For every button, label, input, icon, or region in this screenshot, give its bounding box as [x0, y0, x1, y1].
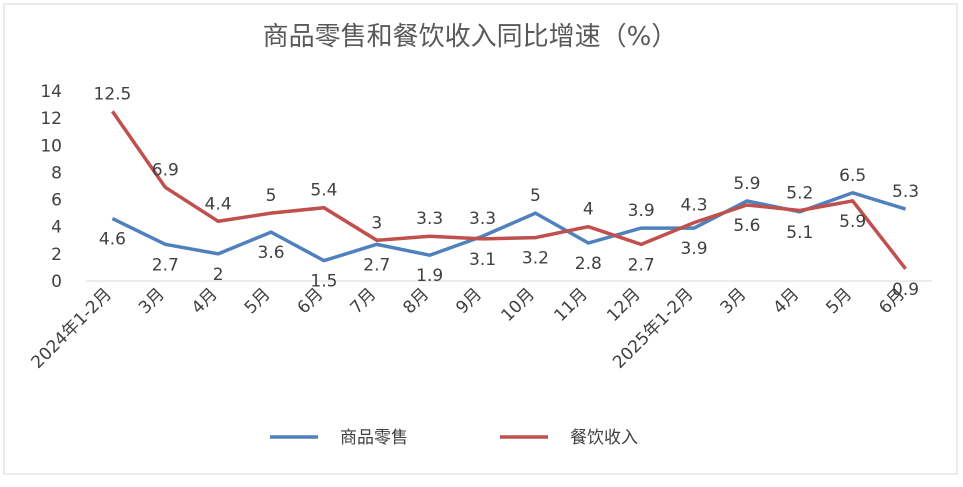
- value-label: 3.3: [416, 209, 443, 229]
- value-label: 6.5: [839, 166, 866, 186]
- value-label: 3.9: [681, 239, 708, 259]
- value-label: 5: [266, 186, 277, 206]
- value-label: 1.5: [310, 272, 337, 292]
- value-label: 3.2: [522, 249, 549, 269]
- y-tick-label: 4: [51, 218, 62, 238]
- value-label: 3.1: [469, 250, 496, 270]
- value-label: 4.6: [99, 230, 126, 250]
- value-label: 12.5: [94, 84, 132, 104]
- value-label: 5.9: [839, 212, 866, 232]
- value-label: 5.1: [786, 223, 813, 243]
- value-label: 5: [530, 186, 541, 206]
- y-tick-label: 6: [51, 191, 62, 211]
- value-label: 3.6: [258, 243, 285, 263]
- y-tick-label: 12: [40, 109, 62, 129]
- value-label: 4: [583, 200, 594, 220]
- value-label: 5.9: [733, 174, 760, 194]
- value-label: 2.7: [363, 255, 390, 275]
- value-label: 0.9: [892, 280, 919, 300]
- value-label: 3: [371, 213, 382, 233]
- y-tick-label: 0: [51, 272, 62, 292]
- value-label: 5.6: [733, 216, 760, 236]
- y-tick-label: 2: [51, 245, 62, 265]
- chart-title: 商品零售和餐饮收入同比增速（%）: [263, 22, 678, 52]
- y-tick-label: 10: [40, 136, 62, 156]
- value-label: 6.9: [152, 160, 179, 180]
- legend-label: 餐饮收入: [570, 428, 638, 448]
- value-label: 4.3: [681, 196, 708, 216]
- value-label: 2.8: [575, 254, 602, 274]
- value-label: 3.3: [469, 209, 496, 229]
- y-tick-label: 14: [40, 82, 62, 102]
- value-label: 2.7: [152, 255, 179, 275]
- value-label: 5.3: [892, 182, 919, 202]
- series-line: [111, 110, 907, 270]
- value-label: 1.9: [416, 266, 443, 286]
- value-label: 4.4: [205, 194, 232, 214]
- value-label: 2: [213, 265, 224, 285]
- value-label: 2.7: [628, 255, 655, 275]
- value-label: 5.4: [310, 181, 337, 201]
- legend-label: 商品零售: [340, 428, 408, 448]
- value-label: 5.2: [786, 183, 813, 203]
- y-tick-label: 8: [51, 163, 62, 183]
- value-label: 3.9: [628, 201, 655, 221]
